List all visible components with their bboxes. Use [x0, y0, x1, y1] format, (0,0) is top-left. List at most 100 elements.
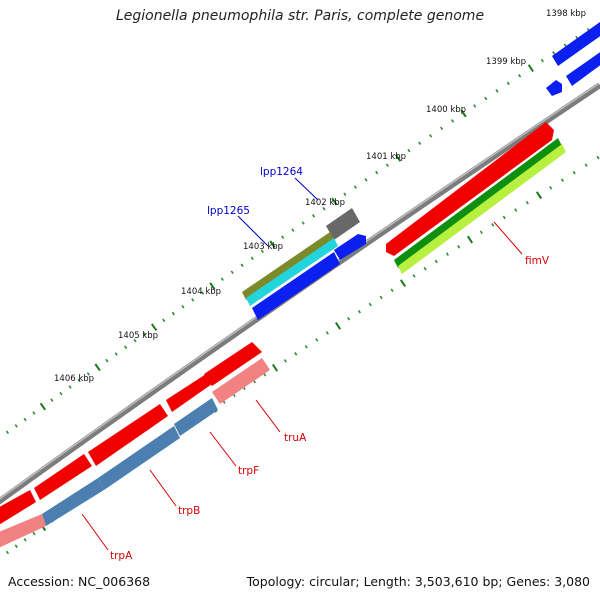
gene-labels: lpp1264 lpp1265 fimV truA trpF trpB trpA — [110, 166, 550, 562]
scale-tick — [291, 228, 295, 232]
scale-tick — [525, 200, 529, 205]
scale-tick — [460, 109, 467, 118]
scale-tick — [506, 81, 510, 86]
scale-tick — [491, 223, 495, 227]
gene-lpp1265-cyan[interactable] — [246, 238, 338, 306]
scale-tick — [518, 74, 522, 78]
gene-arrow[interactable] — [252, 252, 340, 320]
scale-tick — [312, 214, 316, 218]
kbp-label-1405: 1405 kbp — [118, 331, 158, 341]
scale-tick — [407, 148, 411, 153]
scale-tick — [375, 170, 379, 175]
gene-arrow[interactable] — [552, 22, 600, 66]
gene-arrow-red[interactable] — [0, 490, 36, 528]
label-leader-lines — [81, 177, 523, 551]
scale-tick — [334, 321, 342, 330]
scale-tick — [385, 163, 389, 168]
kbp-scale-labels: 1398 kbp 1399 kbp 1400 kbp 1401 kbp 1402… — [54, 9, 586, 384]
gene-arrow-red[interactable] — [166, 374, 212, 412]
scale-tick — [304, 345, 308, 349]
label-lpp1265[interactable]: lpp1265 — [207, 205, 250, 217]
scale-tick — [77, 378, 81, 383]
scale-tick — [283, 359, 287, 363]
gene-arrow[interactable] — [546, 80, 562, 96]
scale-tick — [94, 363, 101, 372]
scale-tick — [260, 249, 264, 254]
scale-tick — [394, 154, 402, 162]
gene-fimV-arrow[interactable] — [386, 122, 554, 256]
gene-feature-lightgreen[interactable] — [398, 144, 566, 274]
scale-tick — [364, 178, 368, 182]
label-fimV[interactable]: fimV — [525, 255, 550, 267]
label-trpA[interactable]: trpA — [110, 550, 133, 562]
gene-arrow[interactable] — [334, 234, 366, 260]
gene-arrow-red[interactable] — [204, 342, 262, 386]
scale-tick — [133, 338, 137, 343]
scale-tick — [495, 89, 499, 93]
kbp-label-1398: 1398 kbp — [546, 9, 586, 19]
scale-tick — [379, 295, 383, 300]
scale-tick — [322, 206, 326, 211]
gene-arrow-red[interactable] — [34, 454, 92, 500]
scale-tick — [150, 323, 158, 331]
scale-tick — [466, 235, 474, 244]
scale-tick — [473, 104, 477, 108]
gene-feature-green[interactable] — [394, 138, 562, 268]
label-truA[interactable]: truA — [284, 432, 307, 444]
scale-tick — [315, 338, 319, 342]
scale-tick — [105, 358, 109, 363]
accession-text: Accession: NC_006368 — [8, 574, 151, 589]
scale-tick — [440, 126, 444, 131]
scale-tick — [540, 58, 544, 63]
scale-tick — [572, 170, 576, 175]
gene-arrow-grey[interactable] — [326, 208, 360, 240]
scale-tick — [114, 352, 118, 356]
scale-tick — [451, 119, 455, 123]
scale-tick — [240, 263, 244, 268]
scale-tick — [484, 96, 488, 101]
gene-trpF[interactable] — [174, 398, 218, 436]
label-trpB[interactable]: trpB — [178, 505, 200, 517]
scale-tick — [200, 291, 205, 295]
gene-truA[interactable] — [212, 358, 270, 404]
scale-tick — [479, 230, 483, 235]
scale-tick — [281, 235, 285, 239]
label-trpF[interactable]: trpF — [238, 465, 259, 477]
gene-arrow-pink[interactable] — [0, 514, 46, 550]
scale-tick — [230, 270, 234, 275]
kbp-label-1406: 1406 kbp — [54, 374, 94, 384]
scale-tick — [549, 185, 553, 190]
scale-tick — [457, 245, 461, 249]
scale-tick — [331, 197, 338, 206]
scale-tick — [250, 256, 254, 261]
scale-tick — [171, 311, 175, 316]
scale-tick — [301, 221, 305, 225]
scale-tick — [86, 372, 90, 376]
scale-tick — [5, 430, 10, 435]
scale-tick — [191, 298, 195, 302]
map-title: Legionella pneumophila str. Paris, compl… — [115, 8, 485, 24]
kbp-label-1404: 1404 kbp — [181, 287, 221, 297]
scale-tick — [368, 302, 372, 307]
scale-tick — [124, 345, 128, 350]
scale-tick — [412, 274, 416, 278]
label-lpp1264[interactable]: lpp1264 — [260, 166, 303, 178]
scale-tick — [32, 411, 36, 415]
scale-tick — [596, 155, 600, 160]
gene-lpp1264-olive[interactable] — [242, 232, 334, 300]
kbp-label-1400: 1400 kbp — [426, 105, 466, 115]
gene-trpB[interactable] — [98, 426, 180, 490]
scale-tick — [209, 282, 216, 290]
scale-tick — [353, 185, 357, 189]
scale-tick — [563, 43, 567, 47]
scale-tick — [181, 304, 185, 309]
scale-tick — [142, 332, 147, 336]
scale-tick — [162, 318, 166, 323]
gene-arrow[interactable] — [566, 48, 600, 86]
gene-arrow-red[interactable] — [88, 404, 168, 466]
genome-summary-text: Topology: circular; Length: 3,503,610 bp… — [246, 574, 590, 589]
scale-tick — [325, 331, 329, 335]
scale-tick — [23, 417, 27, 422]
gene-trpA[interactable] — [42, 478, 104, 526]
